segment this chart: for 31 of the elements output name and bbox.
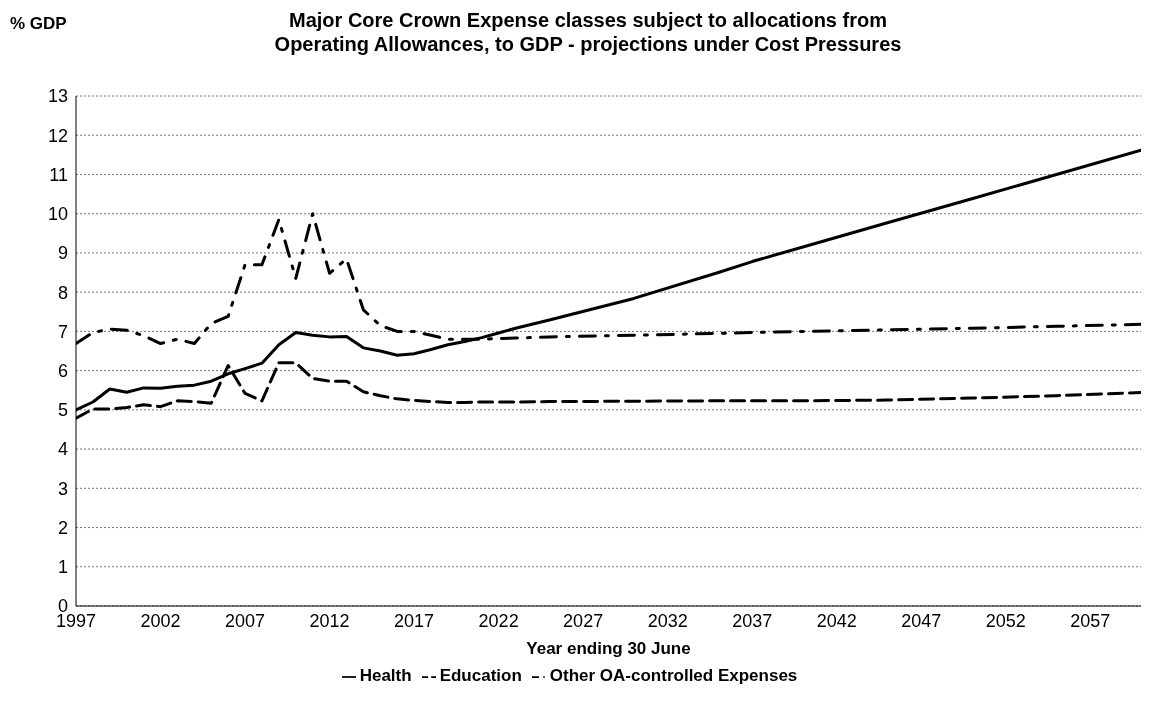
legend-label: Other OA-controlled Expenses bbox=[549, 666, 798, 685]
x-tick-label: 2027 bbox=[563, 610, 604, 631]
y-tick-label: 6 bbox=[57, 361, 68, 382]
y-tick-label: 11 bbox=[49, 164, 68, 185]
legend-label: Education bbox=[439, 666, 522, 685]
legend-label: Health bbox=[359, 666, 412, 685]
y-axis-title: % GDP bbox=[10, 14, 67, 34]
x-tick-label: 2007 bbox=[225, 610, 266, 631]
x-tick-label: 2017 bbox=[394, 610, 435, 631]
x-tick-label: 2012 bbox=[309, 610, 350, 631]
y-tick-label: 7 bbox=[57, 321, 68, 342]
x-tick-label: 2042 bbox=[816, 610, 857, 631]
x-tick-label: 2052 bbox=[985, 610, 1026, 631]
x-tick-label: 2037 bbox=[732, 610, 773, 631]
y-tick-label: 9 bbox=[57, 243, 68, 264]
y-tick-label: 1 bbox=[57, 557, 68, 578]
y-tick-label: 4 bbox=[57, 439, 68, 460]
y-tick-label: 5 bbox=[57, 400, 68, 421]
x-tick-label: 2047 bbox=[901, 610, 942, 631]
x-tick-label: 2022 bbox=[478, 610, 519, 631]
y-tick-label: 8 bbox=[57, 282, 68, 303]
chart-title: Major Core Crown Expense classes subject to allocations from Operating Allowances, to GDP - projections under Cost Pressures bbox=[273, 8, 903, 56]
x-tick-label: 2032 bbox=[647, 610, 688, 631]
y-tick-label: 2 bbox=[57, 517, 68, 538]
y-tick-label: 3 bbox=[57, 478, 68, 499]
y-tick-label: 13 bbox=[47, 86, 68, 107]
x-tick-label: 2057 bbox=[1070, 610, 1111, 631]
y-tick-label: 12 bbox=[47, 125, 68, 146]
x-tick-label: 2002 bbox=[140, 610, 181, 631]
y-tick-label: 10 bbox=[47, 204, 68, 225]
x-axis-title: Year ending 30 June bbox=[526, 639, 691, 658]
